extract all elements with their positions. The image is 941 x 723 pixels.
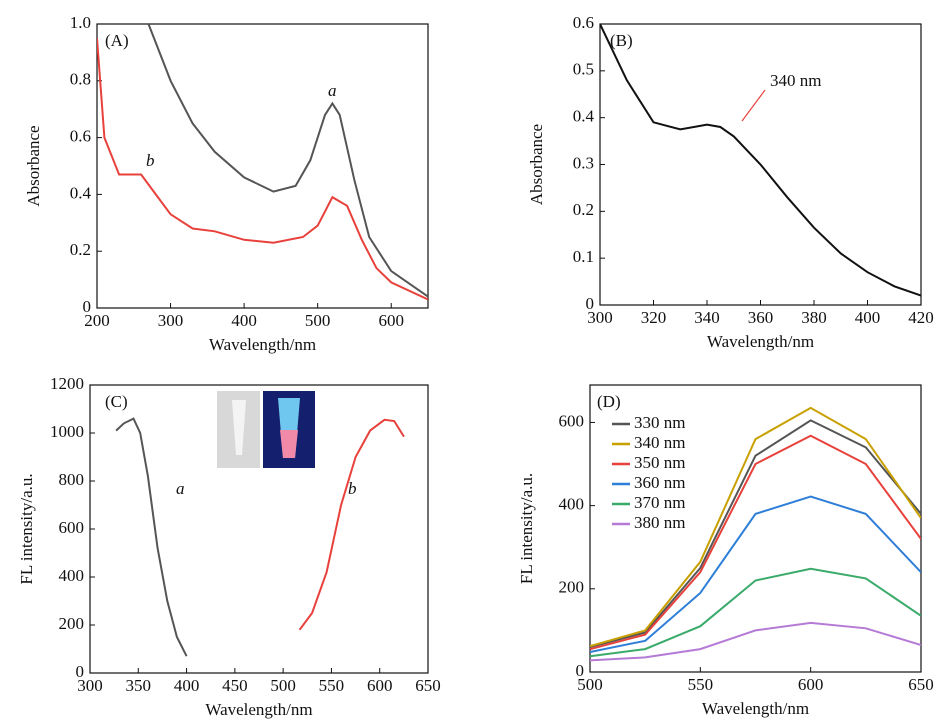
- annotation: (A): [105, 31, 129, 50]
- y-tick-label: 200: [559, 578, 585, 597]
- x-axis-label: Wavelength/nm: [702, 699, 809, 718]
- y-tick-label: 0.2: [573, 200, 594, 219]
- x-axis-label: Wavelength/nm: [707, 332, 814, 351]
- x-tick-label: 350: [126, 676, 152, 695]
- x-tick-label: 340: [694, 308, 720, 327]
- y-tick-label: 600: [559, 411, 585, 430]
- annotation: a: [328, 81, 337, 100]
- x-tick-label: 500: [305, 311, 331, 330]
- x-tick-label: 450: [222, 676, 248, 695]
- tube-glow-pink: [280, 430, 298, 458]
- tube: [232, 400, 246, 455]
- annotation: (C): [105, 392, 128, 411]
- x-tick-label: 300: [158, 311, 184, 330]
- annotation-pointer: [741, 89, 766, 122]
- plot-frame: [96, 23, 429, 309]
- y-tick-label: 0.5: [573, 60, 594, 79]
- series-line: [298, 418, 405, 631]
- series-line: [590, 406, 921, 648]
- y-axis-label: Absorbance: [24, 125, 43, 206]
- series-line: [115, 417, 188, 657]
- x-tick-label: 600: [378, 311, 404, 330]
- y-tick-label: 0.6: [70, 127, 91, 146]
- legend-label: 360 nm: [634, 473, 685, 492]
- x-tick-label: 320: [641, 308, 667, 327]
- y-axis-label: FL intensity/a.u.: [517, 473, 536, 584]
- x-tick-label: 650: [908, 675, 934, 694]
- legend-label: 380 nm: [634, 513, 685, 532]
- annotation: b: [146, 151, 155, 170]
- x-tick-label: 360: [748, 308, 774, 327]
- y-tick-label: 200: [59, 614, 85, 633]
- y-tick-label: 400: [559, 495, 585, 514]
- y-tick-label: 600: [59, 518, 85, 537]
- y-axis-label: FL intensity/a.u.: [17, 473, 36, 584]
- annotation: (D): [597, 392, 621, 411]
- x-tick-label: 380: [801, 308, 827, 327]
- x-tick-label: 300: [77, 676, 103, 695]
- x-tick-label: 420: [908, 308, 934, 327]
- series-line: [590, 419, 921, 648]
- x-tick-label: 600: [798, 675, 824, 694]
- y-tick-label: 0.4: [70, 183, 92, 202]
- x-tick-label: 200: [84, 311, 110, 330]
- series-line: [590, 621, 921, 662]
- y-tick-label: 0.6: [573, 13, 594, 32]
- y-axis-label: Absorbance: [527, 124, 546, 205]
- legend-label: 370 nm: [634, 493, 685, 512]
- y-tick-label: 1000: [50, 422, 84, 441]
- x-tick-label: 500: [577, 675, 603, 694]
- x-tick-label: 600: [367, 676, 393, 695]
- y-tick-label: 0.3: [573, 153, 594, 172]
- legend-label: 340 nm: [634, 433, 685, 452]
- x-tick-label: 400: [231, 311, 257, 330]
- annotation: 340 nm: [770, 71, 821, 90]
- y-tick-label: 0: [586, 294, 595, 313]
- y-tick-label: 0: [76, 662, 85, 681]
- series-line: [147, 24, 428, 298]
- x-tick-label: 650: [415, 676, 441, 695]
- x-axis-label: Wavelength/nm: [205, 700, 312, 719]
- y-tick-label: 1200: [50, 374, 84, 393]
- y-tick-label: 0.1: [573, 247, 594, 266]
- annotation: a: [176, 479, 185, 498]
- y-tick-label: 800: [59, 470, 85, 489]
- x-tick-label: 400: [855, 308, 881, 327]
- y-tick-label: 1.0: [70, 13, 91, 32]
- series-line: [97, 38, 428, 301]
- x-tick-label: 500: [270, 676, 296, 695]
- y-tick-label: 0.2: [70, 240, 91, 259]
- legend-label: 350 nm: [634, 453, 685, 472]
- y-tick-label: 400: [59, 566, 85, 585]
- x-tick-label: 300: [587, 308, 613, 327]
- annotation: b: [348, 479, 357, 498]
- series-line: [600, 24, 921, 297]
- series-line: [590, 567, 921, 658]
- x-axis-label: Wavelength/nm: [209, 335, 316, 354]
- y-tick-label: 0: [83, 297, 92, 316]
- series-line: [590, 495, 921, 653]
- x-tick-label: 550: [688, 675, 714, 694]
- x-tick-label: 400: [174, 676, 200, 695]
- y-tick-label: 0.4: [573, 107, 595, 126]
- legend-label: 330 nm: [634, 413, 685, 432]
- annotation: (B): [610, 31, 633, 50]
- plot-frame: [589, 384, 922, 673]
- x-tick-label: 550: [319, 676, 345, 695]
- series-line: [590, 434, 921, 651]
- y-tick-label: 0.8: [70, 70, 91, 89]
- y-tick-label: 0: [576, 661, 585, 680]
